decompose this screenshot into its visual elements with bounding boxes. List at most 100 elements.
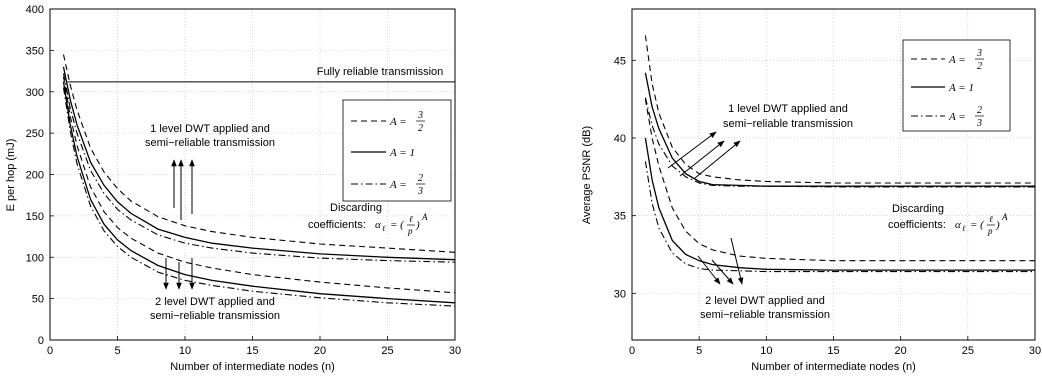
y-tick-label: 200 (26, 170, 44, 182)
svg-text:coefficients:: coefficients: (888, 219, 946, 231)
y-tick-label: 50 (32, 294, 44, 306)
svg-text:= (: = ( (970, 219, 985, 231)
svg-text:): ) (415, 219, 420, 231)
series-line-2-level-dashdot (62, 87, 456, 307)
energy-legend-item-a-2-3: A = 2 3 (351, 173, 425, 197)
energy-x-axis-label: Number of intermediate nodes (n) (170, 361, 334, 373)
y-tick-label: 35 (614, 211, 626, 223)
energy-legend-item-a-3-2: A = 3 2 (351, 110, 425, 134)
energy-plot-frame (49, 8, 456, 341)
series-line-1-level-dashdot (644, 97, 1035, 188)
psnr-two-level-label-1: 2 level DWT applied and (705, 295, 825, 307)
psnr-two-level-arrows (697, 237, 744, 285)
y-tick-label: 0 (38, 335, 44, 347)
svg-text:A = 1: A = 1 (389, 147, 415, 159)
x-tick-label: 25 (381, 345, 393, 357)
svg-text:α: α (955, 219, 961, 231)
energy-discard-formula: α ℓ = ( ℓ p ) A (375, 212, 428, 236)
energy-two-level-arrows (163, 258, 195, 290)
svg-text:A =: A = (389, 116, 409, 128)
series-line-2-level-dashdot (644, 161, 1035, 273)
series-line-1-level-dashdot (62, 73, 456, 263)
svg-text:ℓ: ℓ (962, 224, 966, 233)
svg-text:3: 3 (417, 110, 423, 121)
svg-text:2: 2 (977, 105, 982, 116)
svg-text:A: A (1001, 212, 1008, 222)
svg-text:2: 2 (418, 123, 423, 134)
y-tick-label: 150 (26, 211, 44, 223)
fully-reliable-label: Fully reliable transmission (317, 66, 444, 78)
y-tick-label: 30 (614, 288, 626, 300)
psnr-series (644, 35, 1035, 273)
energy-y-axis-label: E per hop (mJ) (5, 139, 17, 212)
x-tick-label: 20 (895, 345, 907, 357)
svg-text:A: A (421, 212, 428, 222)
series-line-2-level-dashed (644, 99, 1035, 262)
svg-text:A =: A = (389, 179, 409, 191)
svg-text:3: 3 (417, 186, 423, 197)
y-tick-label: 100 (26, 252, 44, 264)
psnr-x-axis-label: Number of intermediate nodes (n) (751, 361, 915, 373)
x-tick-label: 10 (760, 345, 772, 357)
energy-one-level-label-2: semi−reliable transmission (145, 137, 275, 149)
series-line-2-level-dashed (62, 76, 456, 294)
x-tick-label: 30 (449, 345, 461, 357)
y-tick-label: 250 (26, 128, 44, 140)
svg-text:p: p (987, 226, 993, 236)
x-tick-label: 20 (314, 345, 326, 357)
svg-text:3: 3 (976, 48, 982, 59)
svg-text:p: p (407, 226, 413, 236)
psnr-discard-formula: α ℓ = ( ℓ p ) A (955, 212, 1008, 236)
psnr-legend: A = 3 2 A = 1 A = 2 3 (902, 39, 1011, 132)
psnr-y-axis-label: Average PSNR (dB) (581, 126, 593, 224)
svg-text:2: 2 (977, 61, 982, 72)
series-line-2-level-solid (644, 137, 1035, 271)
svg-text:A =: A = (948, 111, 968, 123)
x-tick-label: 0 (629, 345, 635, 357)
svg-text:ℓ: ℓ (409, 214, 413, 224)
x-tick-label: 5 (696, 345, 702, 357)
series-line-1-level-dashed (62, 54, 456, 253)
psnr-discard-label-2: coefficients: α ℓ = ( ℓ p ) A (888, 212, 1008, 236)
energy-one-level-label-1: 1 level DWT applied and (150, 123, 270, 135)
x-tick-label: 25 (962, 345, 974, 357)
series-line-1-level-solid (62, 66, 456, 261)
y-tick-label: 45 (614, 55, 626, 67)
svg-text:α: α (375, 219, 381, 231)
psnr-legend-item-a-3-2: A = 3 2 (911, 48, 984, 72)
x-tick-label: 0 (47, 345, 53, 357)
svg-text:2: 2 (418, 173, 423, 184)
x-tick-label: 15 (827, 345, 839, 357)
psnr-discard-label-1: Discarding (892, 203, 944, 215)
svg-text:ℓ: ℓ (989, 214, 993, 224)
energy-one-level-arrows (171, 159, 195, 220)
x-tick-label: 5 (114, 345, 120, 357)
psnr-two-level-label-2: semi−reliable transmission (700, 309, 830, 321)
x-tick-label: 10 (179, 345, 191, 357)
svg-text:ℓ: ℓ (382, 224, 386, 233)
svg-text:A =: A = (948, 54, 968, 66)
y-tick-label: 40 (614, 133, 626, 145)
series-line-1-level-solid (644, 72, 1035, 187)
y-tick-label: 300 (26, 87, 44, 99)
svg-text:= (: = ( (390, 219, 405, 231)
psnr-tick-labels: 0 5 10 15 20 25 30 30 35 40 45 (614, 55, 1041, 357)
energy-legend-item-a-1: A = 1 (351, 147, 415, 159)
svg-text:coefficients:: coefficients: (308, 219, 366, 231)
y-tick-label: 350 (26, 45, 44, 57)
svg-text:): ) (995, 219, 1000, 231)
energy-series (62, 54, 456, 307)
psnr-one-level-arrows (667, 131, 741, 179)
svg-text:A = 1: A = 1 (948, 82, 974, 94)
series-line-2-level-solid (62, 81, 456, 304)
energy-legend: A = 3 2 A = 1 A = 2 3 (342, 99, 452, 202)
psnr-one-level-label-2: semi−reliable transmission (723, 118, 853, 130)
psnr-one-level-label-1: 1 level DWT applied and (728, 103, 848, 115)
psnr-chart: 0 5 10 15 20 25 30 30 35 40 45 Number of intermedi… (581, 8, 1041, 373)
x-tick-label: 15 (246, 345, 258, 357)
psnr-plot-frame (631, 8, 1036, 341)
psnr-legend-item-a-1: A = 1 (911, 82, 974, 94)
